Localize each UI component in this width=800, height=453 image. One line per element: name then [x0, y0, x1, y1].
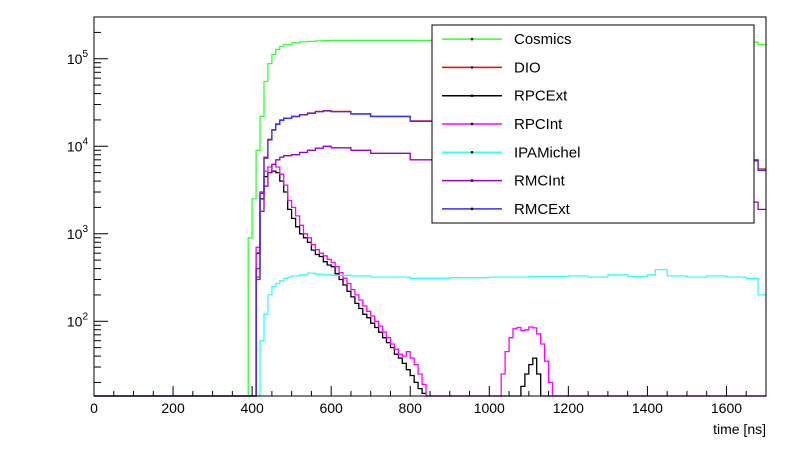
series-line-rpcint: [94, 163, 766, 397]
x-tick-label: 1200: [553, 400, 584, 416]
x-tick-label: 0: [90, 400, 98, 416]
x-tick-label: 1600: [711, 400, 742, 416]
legend-marker: [470, 150, 474, 154]
series-line-ipamichel: [94, 268, 766, 397]
axes-layer: 0 200 400 600 800 1000 1200 1400 1600 102 103 104 10…: [67, 16, 767, 416]
legend-marker: [470, 179, 474, 182]
legend-label-ipamichel: IPAMichel: [514, 144, 580, 161]
series-layer: [94, 39, 766, 397]
x-axis-title: time [ns]: [713, 421, 766, 437]
legend-marker: [470, 207, 474, 211]
x-tick-label: 600: [319, 400, 343, 416]
y-tick-label: 104: [67, 136, 89, 154]
legend-label-cosmics: Cosmics: [514, 31, 572, 48]
y-tick-label: 102: [67, 311, 89, 329]
legend-marker: [470, 122, 474, 126]
legend-label-rpcint: RPCInt: [514, 116, 563, 133]
series-line-cosmics: [94, 39, 766, 397]
y-tick-label: 105: [67, 49, 89, 67]
x-tick-label: 1400: [632, 400, 663, 416]
legend-label-rpcext: RPCExt: [514, 88, 568, 105]
legend: Cosmics DIO RPCExt RPCInt IPAMichel RMCInt RMC…: [431, 24, 755, 224]
legend-label-rmcint: RMCInt: [514, 173, 566, 190]
legend-marker: [470, 66, 474, 69]
legend-label-dio: DIO: [514, 59, 541, 76]
x-tick-label: 400: [240, 400, 264, 416]
y-tick-label: 103: [67, 224, 89, 242]
series-line-rpcext: [94, 170, 766, 397]
legend-marker: [470, 37, 474, 41]
x-tick-label: 200: [161, 400, 185, 416]
legend-label-rmcext: RMCExt: [514, 201, 571, 218]
legend-marker: [470, 94, 474, 98]
x-tick-label: 1000: [474, 400, 505, 416]
x-tick-label: 800: [399, 400, 423, 416]
